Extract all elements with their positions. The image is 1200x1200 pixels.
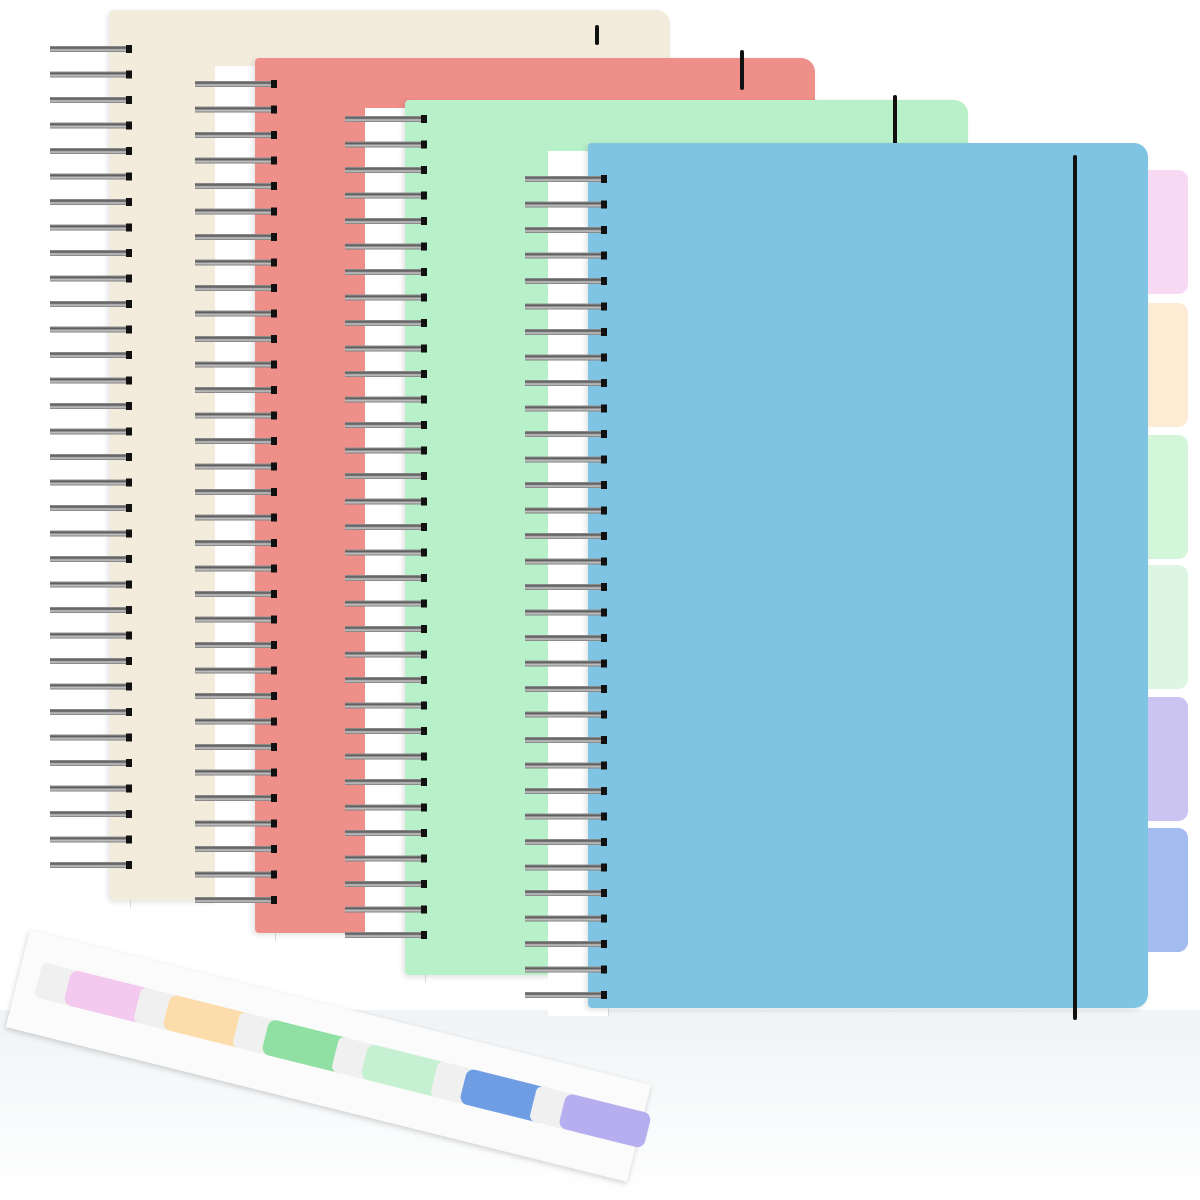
divider-tab (1148, 565, 1188, 689)
divider-tab (1148, 435, 1188, 559)
notebook-cover (588, 143, 1148, 1008)
sticky-flag (557, 1092, 652, 1149)
spiral-binding (50, 40, 132, 870)
spiral-binding (195, 75, 277, 905)
elastic-band (893, 95, 897, 155)
spiral-binding (345, 110, 427, 940)
elastic-band (595, 25, 599, 45)
spiral-binding (525, 170, 607, 1000)
divider-tab (1148, 170, 1188, 294)
elastic-band (740, 50, 744, 90)
divider-tab (1148, 828, 1188, 952)
divider-tab (1148, 303, 1188, 427)
divider-tab (1148, 697, 1188, 821)
elastic-band (1073, 155, 1077, 1020)
